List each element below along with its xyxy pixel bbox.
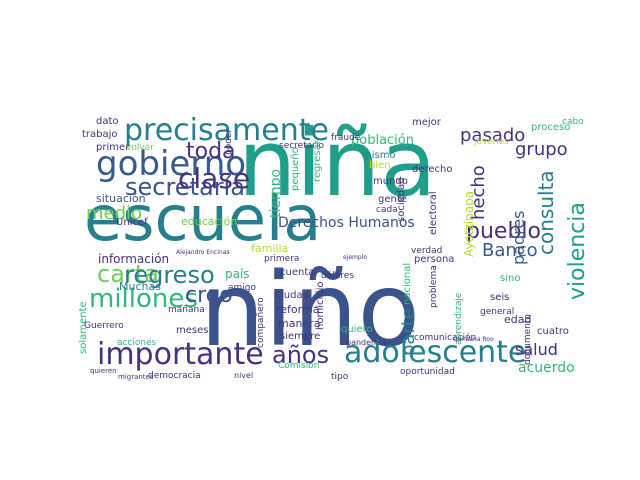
word-92: poder — [224, 129, 234, 155]
word-54: Unicef — [116, 217, 148, 228]
word-62: solamente — [78, 301, 89, 354]
word-88: oportunidad — [400, 367, 455, 377]
word-96: Alejandro Encinas — [176, 249, 230, 256]
word-91: dólares — [321, 270, 354, 281]
word-5: gobierno — [96, 144, 246, 184]
word-45: bien — [369, 160, 391, 171]
word-10: carta — [97, 260, 159, 288]
word-21: pueblo — [466, 219, 541, 244]
word-53: educación — [181, 215, 237, 228]
word-7: clase — [178, 162, 250, 195]
word-42: secretario — [279, 141, 324, 151]
word-51: electoral — [428, 191, 439, 235]
word-57: mañana — [168, 305, 205, 315]
word-16: adolescente — [344, 335, 526, 370]
word-11: millones — [89, 284, 198, 314]
word-24: padres — [509, 210, 528, 265]
word-72: verdad — [411, 246, 442, 256]
word-27: parte — [398, 308, 419, 356]
word-86: pandemia — [346, 338, 386, 347]
word-66: manera — [278, 317, 320, 330]
word-1: niño — [200, 251, 420, 370]
word-38: proceso — [531, 122, 570, 133]
word-77: general — [480, 307, 514, 317]
word-58: país — [225, 267, 250, 281]
word-43: mundo — [373, 176, 408, 187]
word-69: homicidio — [315, 282, 326, 331]
word-55: familia — [251, 242, 288, 255]
word-89: cuenta — [280, 267, 314, 278]
word-87: tipo — [331, 372, 349, 382]
word-41: mismo — [362, 150, 396, 161]
word-83: Comisión — [278, 360, 319, 371]
word-23: hecho — [468, 165, 489, 220]
word-97: ejemplo — [343, 254, 367, 261]
word-35: tiempo — [268, 169, 284, 218]
word-37: población — [351, 133, 414, 148]
word-31: primer — [96, 142, 130, 153]
word-28: Derechos Humanos — [278, 215, 415, 231]
word-68: compañero — [256, 297, 266, 348]
word-39: cabo — [562, 117, 584, 127]
word-74: comunicación — [414, 332, 476, 343]
word-67: siempre — [280, 331, 320, 342]
word-3: escuela — [84, 182, 321, 255]
word-80: seis — [490, 292, 509, 303]
word-25: salud — [515, 340, 558, 359]
word-73: persona — [414, 254, 454, 265]
word-56: Muchas — [119, 280, 161, 293]
word-76: aprendizaje — [454, 292, 464, 345]
word-79: edad — [504, 313, 531, 326]
word-50: sociedad — [396, 177, 407, 222]
word-81: sino — [500, 273, 520, 284]
word-22: Banco — [482, 240, 538, 261]
word-17: pasado — [460, 125, 525, 146]
word-70: nacional — [402, 263, 413, 305]
word-59: Guerrero — [84, 321, 124, 331]
word-84: democracia — [148, 371, 201, 381]
word-40: jóvenes — [473, 136, 509, 147]
word-52: Ayotzinapa — [462, 191, 476, 257]
word-26: acuerdo — [518, 360, 575, 376]
word-94: Quintana Roo — [453, 336, 494, 343]
word-61: acciones — [117, 338, 157, 348]
word-14: importante — [97, 337, 264, 372]
word-46: gente — [378, 194, 407, 205]
word-34: volver — [126, 143, 154, 153]
word-78: documento — [523, 314, 533, 365]
word-65: reforma — [276, 303, 319, 316]
word-18: grupo — [515, 139, 568, 160]
word-98: migrantes — [118, 373, 154, 381]
word-32: trabajo — [82, 129, 118, 140]
word-8: toda — [186, 139, 236, 164]
word-33: dato — [96, 116, 119, 127]
word-71: quiero — [341, 324, 373, 335]
word-2: niña — [238, 110, 437, 217]
word-6: secretaría — [125, 173, 245, 201]
word-15: años — [272, 341, 329, 369]
word-75: problema — [429, 265, 439, 308]
word-47: derecho — [412, 164, 453, 175]
word-63: amigo — [228, 283, 256, 293]
word-29: información — [98, 252, 169, 266]
word-19: consulta — [534, 170, 558, 255]
word-9: medio — [86, 203, 142, 224]
word-49: regresar — [312, 139, 323, 182]
word-12: regreso — [124, 261, 215, 289]
word-64: Ciudad — [274, 290, 309, 301]
word-85: nivel — [234, 371, 253, 380]
word-93: fraude — [331, 133, 361, 143]
word-60: meses — [176, 325, 208, 336]
word-48: cada — [376, 205, 398, 215]
word-4: precisamente — [124, 113, 329, 148]
word-44: pequeño — [290, 147, 301, 191]
word-30: situación — [96, 192, 146, 205]
word-82: cuatro — [537, 326, 569, 337]
word-36: mejor — [412, 117, 442, 128]
word-20: violencia — [565, 202, 590, 300]
word-90: primera — [264, 254, 299, 264]
word-95: quieren — [90, 367, 117, 375]
word-13: creo — [185, 283, 233, 308]
